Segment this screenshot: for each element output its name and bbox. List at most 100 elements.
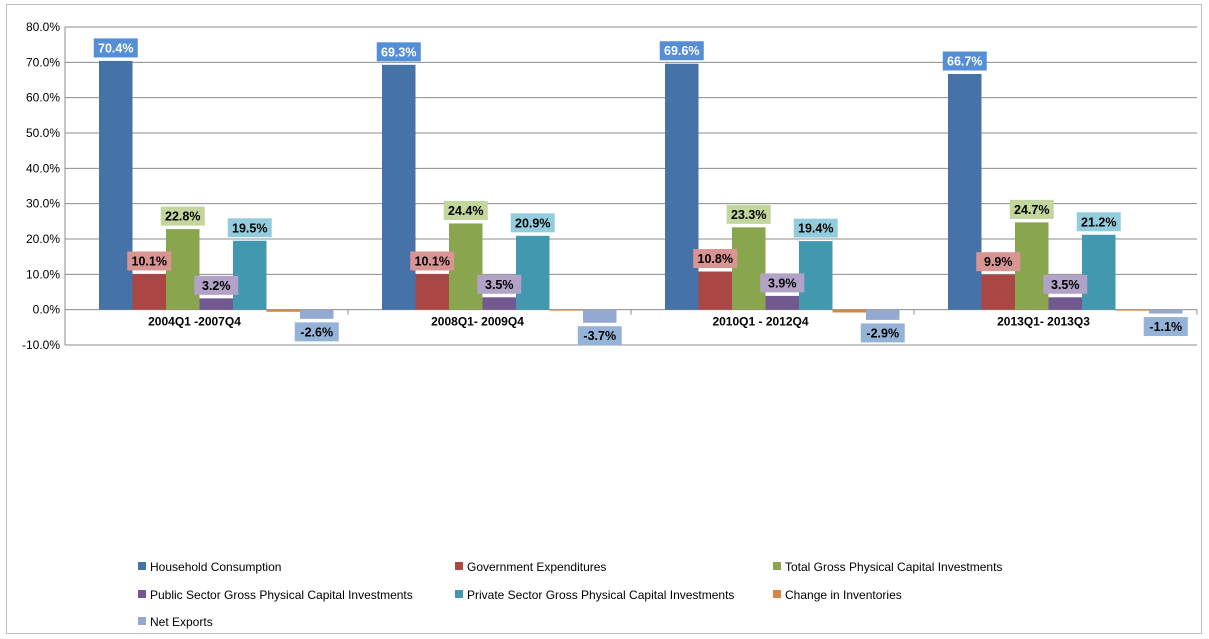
bar-public-sector-gross-physical-capital-investments [199, 298, 233, 310]
data-label: 10.1% [132, 254, 167, 268]
y-tick-label: 60.0% [26, 91, 60, 105]
data-label: 19.5% [232, 221, 267, 235]
data-label: 20.9% [515, 216, 550, 230]
data-label: 23.3% [731, 208, 766, 222]
legend-swatch [138, 562, 146, 570]
legend-swatch [455, 562, 463, 570]
bar-net-exports [300, 309, 334, 319]
y-tick-label: -10.0% [22, 338, 60, 352]
data-label-box [194, 275, 239, 295]
bar-change-in-inventories [1115, 309, 1149, 311]
bar-public-sector-gross-physical-capital-investments [482, 297, 516, 310]
bar-total-gross-physical-capital-investments [732, 227, 766, 310]
data-label: 70.4% [98, 41, 133, 55]
data-label: 10.1% [415, 254, 450, 268]
bar-household-consumption [948, 73, 982, 310]
legend-label: Public Sector Gross Physical Capital Inv… [150, 588, 413, 602]
data-label-box [294, 322, 339, 342]
data-label-box [376, 42, 421, 62]
bar-government-expenditures [698, 271, 732, 310]
data-label-box [693, 249, 738, 269]
data-label-box [1043, 274, 1088, 294]
chart-frame: -10.0% 0.0% 10.0% 20.0% 30.0% 40.0% 50.0% 60.0%… [6, 4, 1202, 634]
bar-household-consumption [665, 63, 699, 310]
data-label-box [726, 204, 771, 224]
data-label: -3.7% [583, 329, 616, 343]
y-tick-label: 0.0% [33, 303, 61, 317]
data-label: 69.3% [381, 45, 416, 59]
bar-private-sector-gross-physical-capital-investments [1082, 234, 1116, 310]
data-label: 19.4% [798, 222, 833, 236]
data-label: 24.4% [448, 204, 483, 218]
legend-label: Private Sector Gross Physical Capital In… [467, 588, 734, 602]
data-label: 22.8% [165, 210, 200, 224]
bar-private-sector-gross-physical-capital-investments [233, 240, 267, 310]
bar-net-exports [866, 309, 900, 320]
y-tick-label: 40.0% [26, 161, 60, 175]
data-label: -2.6% [300, 325, 333, 339]
y-tick-label: 80.0% [26, 20, 60, 34]
data-label-box [443, 200, 488, 220]
data-label-box [793, 218, 838, 238]
data-label-box [93, 38, 138, 58]
bar-private-sector-gross-physical-capital-investments [516, 235, 550, 310]
bar-private-sector-gross-physical-capital-investments [799, 241, 833, 310]
data-label-box [860, 323, 905, 343]
bar-public-sector-gross-physical-capital-investments [1048, 297, 1082, 310]
y-tick-label: 50.0% [26, 126, 60, 140]
y-tick-label: 20.0% [26, 232, 60, 246]
bar-net-exports [583, 309, 617, 323]
legend-swatch [455, 590, 463, 598]
bar-change-in-inventories [549, 309, 583, 311]
data-label-box [1076, 212, 1121, 232]
legend-swatch [773, 590, 781, 598]
legend-label: Total Gross Physical Capital Investments [785, 560, 1002, 574]
legend-label: Household Consumption [150, 560, 281, 574]
bar-total-gross-physical-capital-investments [166, 229, 200, 310]
legend-label: Net Exports [150, 615, 213, 629]
bar-government-expenditures [981, 274, 1015, 310]
category-label: 2008Q1- 2009Q4 [431, 315, 524, 329]
data-label: -1.1% [1149, 320, 1182, 334]
y-tick-label: 30.0% [26, 197, 60, 211]
data-label-box [976, 252, 1021, 272]
data-label-box [1143, 317, 1188, 337]
data-label-box [1009, 199, 1054, 219]
legend-label: Change in Inventories [785, 588, 902, 602]
bar-government-expenditures [132, 273, 166, 310]
data-label-box [510, 213, 555, 233]
bar-government-expenditures [415, 273, 449, 310]
data-label-box [160, 206, 205, 226]
legend-label: Government Expenditures [467, 560, 606, 574]
category-label: 2010Q1 - 2012Q4 [712, 315, 808, 329]
data-label: 10.8% [698, 252, 733, 266]
bar-household-consumption [382, 64, 416, 310]
data-label: 3.2% [202, 279, 231, 293]
data-label-box [942, 51, 987, 71]
data-label-box [227, 218, 272, 238]
data-label: -2.9% [866, 326, 899, 340]
data-label-box [577, 326, 622, 346]
data-label: 69.6% [664, 44, 699, 58]
bar-household-consumption [99, 60, 133, 310]
category-label: 2013Q1- 2013Q3 [997, 315, 1090, 329]
bar-change-in-inventories [266, 309, 300, 312]
bar-change-in-inventories [832, 309, 866, 313]
bar-total-gross-physical-capital-investments [449, 223, 483, 310]
data-label: 21.2% [1081, 215, 1116, 229]
data-label-box [477, 274, 522, 294]
data-label: 3.9% [768, 276, 797, 290]
legend-swatch [773, 562, 781, 570]
legend-swatch [138, 617, 146, 625]
data-label-box [760, 273, 805, 293]
y-tick-label: 70.0% [26, 55, 60, 69]
category-label: 2004Q1 -2007Q4 [148, 315, 241, 329]
data-label-box [659, 41, 704, 61]
data-label: 24.7% [1014, 203, 1049, 217]
bar-net-exports [1149, 309, 1183, 314]
data-label-box [410, 251, 455, 271]
bar-total-gross-physical-capital-investments [1015, 222, 1049, 310]
data-label-box [127, 251, 172, 271]
data-label: 3.5% [1051, 278, 1080, 292]
y-tick-label: 10.0% [26, 267, 60, 281]
